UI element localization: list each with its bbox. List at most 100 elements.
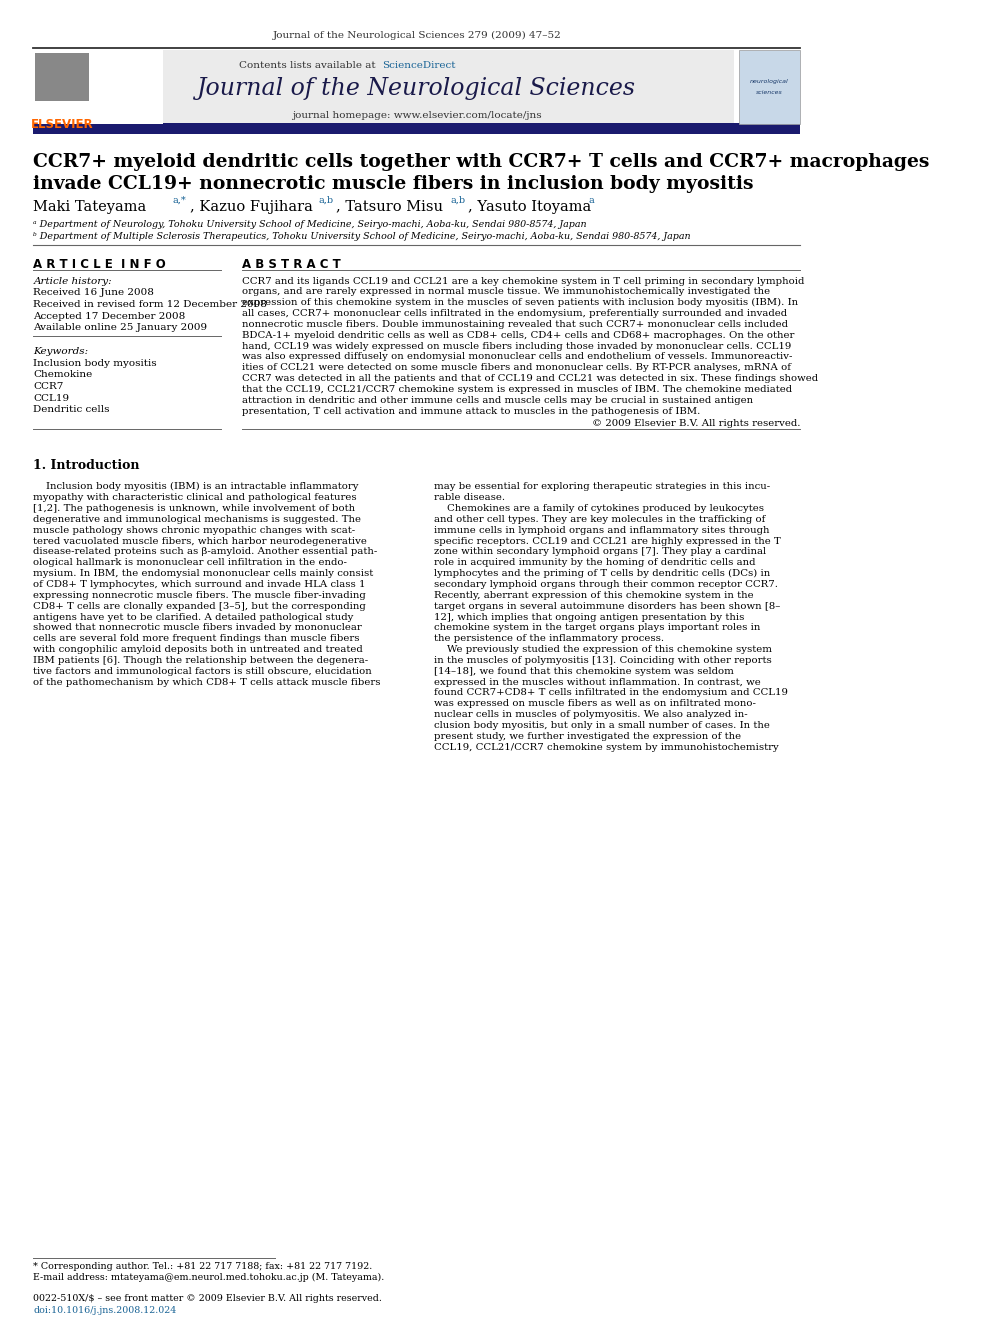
Text: myopathy with characteristic clinical and pathological features: myopathy with characteristic clinical an…: [34, 493, 357, 503]
Text: target organs in several autoimmune disorders has been shown [8–: target organs in several autoimmune diso…: [434, 602, 780, 611]
Text: role in acquired immunity by the homing of dendritic cells and: role in acquired immunity by the homing …: [434, 558, 755, 568]
Text: ScienceDirect: ScienceDirect: [382, 61, 455, 70]
Text: a: a: [588, 196, 594, 205]
Text: Chemokine: Chemokine: [34, 370, 92, 380]
FancyBboxPatch shape: [35, 53, 89, 101]
Text: zone within secondary lymphoid organs [7]. They play a cardinal: zone within secondary lymphoid organs [7…: [434, 548, 766, 557]
Text: a,b: a,b: [450, 196, 465, 205]
Text: Received 16 June 2008: Received 16 June 2008: [34, 288, 154, 298]
Text: in the muscles of polymyositis [13]. Coinciding with other reports: in the muscles of polymyositis [13]. Coi…: [434, 656, 771, 665]
Text: IBM patients [6]. Though the relationship between the degenera-: IBM patients [6]. Though the relationshi…: [34, 656, 368, 665]
Text: CCL19, CCL21/CCR7 chemokine system by immunohistochemistry: CCL19, CCL21/CCR7 chemokine system by im…: [434, 742, 779, 751]
Text: , Kazuo Fujihara: , Kazuo Fujihara: [190, 200, 317, 214]
Text: of the pathomechanism by which CD8+ T cells attack muscle fibers: of the pathomechanism by which CD8+ T ce…: [34, 677, 381, 687]
Text: with congophilic amyloid deposits both in untreated and treated: with congophilic amyloid deposits both i…: [34, 646, 363, 654]
Text: Contents lists available at: Contents lists available at: [239, 61, 379, 70]
Text: immune cells in lymphoid organs and inflammatory sites through: immune cells in lymphoid organs and infl…: [434, 525, 769, 534]
Text: was expressed on muscle fibers as well as on infiltrated mono-: was expressed on muscle fibers as well a…: [434, 700, 755, 708]
Text: expressing nonnecrotic muscle fibers. The muscle fiber-invading: expressing nonnecrotic muscle fibers. Th…: [34, 591, 366, 599]
Text: a,b: a,b: [318, 196, 333, 205]
FancyBboxPatch shape: [34, 50, 163, 124]
Text: Available online 25 January 2009: Available online 25 January 2009: [34, 323, 207, 332]
Text: Journal of the Neurological Sciences 279 (2009) 47–52: Journal of the Neurological Sciences 279…: [273, 30, 561, 40]
Text: 0022-510X/$ – see front matter © 2009 Elsevier B.V. All rights reserved.: 0022-510X/$ – see front matter © 2009 El…: [34, 1294, 382, 1303]
Text: , Yasuto Itoyama: , Yasuto Itoyama: [467, 200, 595, 214]
Text: that the CCL19, CCL21/CCR7 chemokine system is expressed in muscles of IBM. The : that the CCL19, CCL21/CCR7 chemokine sys…: [242, 385, 792, 394]
Text: Chemokines are a family of cytokines produced by leukocytes: Chemokines are a family of cytokines pro…: [434, 504, 764, 513]
Text: * Corresponding author. Tel.: +81 22 717 7188; fax: +81 22 717 7192.: * Corresponding author. Tel.: +81 22 717…: [34, 1262, 373, 1271]
Text: expression of this chemokine system in the muscles of seven patients with inclus: expression of this chemokine system in t…: [242, 298, 798, 307]
Text: tered vacuolated muscle fibers, which harbor neurodegenerative: tered vacuolated muscle fibers, which ha…: [34, 537, 367, 545]
Text: CCL19: CCL19: [34, 394, 69, 402]
Text: invade CCL19+ nonnecrotic muscle fibers in inclusion body myositis: invade CCL19+ nonnecrotic muscle fibers …: [34, 175, 754, 193]
Text: Maki Tateyama: Maki Tateyama: [34, 200, 151, 214]
Text: doi:10.1016/j.jns.2008.12.024: doi:10.1016/j.jns.2008.12.024: [34, 1306, 177, 1315]
Text: specific receptors. CCL19 and CCL21 are highly expressed in the T: specific receptors. CCL19 and CCL21 are …: [434, 537, 781, 545]
Text: ities of CCL21 were detected on some muscle fibers and mononuclear cells. By RT-: ities of CCL21 were detected on some mus…: [242, 364, 791, 372]
Text: Recently, aberrant expression of this chemokine system in the: Recently, aberrant expression of this ch…: [434, 591, 753, 599]
Text: CD8+ T cells are clonally expanded [3–5], but the corresponding: CD8+ T cells are clonally expanded [3–5]…: [34, 602, 366, 611]
Text: CCR7: CCR7: [34, 382, 63, 392]
Text: ELSEVIER: ELSEVIER: [31, 118, 94, 131]
Text: and other cell types. They are key molecules in the trafficking of: and other cell types. They are key molec…: [434, 515, 765, 524]
Text: Inclusion body myositis: Inclusion body myositis: [34, 359, 157, 368]
Text: 1. Introduction: 1. Introduction: [34, 459, 140, 471]
Text: sciences: sciences: [756, 90, 783, 95]
Text: all cases, CCR7+ mononuclear cells infiltrated in the endomysium, preferentially: all cases, CCR7+ mononuclear cells infil…: [242, 310, 787, 318]
Text: expressed in the muscles without inflammation. In contrast, we: expressed in the muscles without inflamm…: [434, 677, 760, 687]
Text: was also expressed diffusely on endomysial mononuclear cells and endothelium of : was also expressed diffusely on endomysi…: [242, 352, 793, 361]
Text: presentation, T cell activation and immune attack to muscles in the pathogenesis: presentation, T cell activation and immu…: [242, 406, 700, 415]
Text: a,*: a,*: [173, 196, 186, 205]
Text: of CD8+ T lymphocytes, which surround and invade HLA class 1: of CD8+ T lymphocytes, which surround an…: [34, 579, 366, 589]
Text: Accepted 17 December 2008: Accepted 17 December 2008: [34, 312, 186, 320]
Text: ological hallmark is mononuclear cell infiltration in the endo-: ological hallmark is mononuclear cell in…: [34, 558, 347, 568]
Text: © 2009 Elsevier B.V. All rights reserved.: © 2009 Elsevier B.V. All rights reserved…: [592, 419, 801, 427]
Text: found CCR7+CD8+ T cells infiltrated in the endomysium and CCL19: found CCR7+CD8+ T cells infiltrated in t…: [434, 688, 788, 697]
Text: hand, CCL19 was widely expressed on muscle fibers including those invaded by mon: hand, CCL19 was widely expressed on musc…: [242, 341, 791, 351]
Text: E-mail address: mtateyama@em.neurol.med.tohoku.ac.jp (M. Tateyama).: E-mail address: mtateyama@em.neurol.med.…: [34, 1273, 385, 1282]
FancyBboxPatch shape: [34, 50, 734, 124]
Text: clusion body myositis, but only in a small number of cases. In the: clusion body myositis, but only in a sma…: [434, 721, 770, 730]
Text: showed that nonnecrotic muscle fibers invaded by mononuclear: showed that nonnecrotic muscle fibers in…: [34, 623, 362, 632]
Text: [14–18], we found that this chemokine system was seldom: [14–18], we found that this chemokine sy…: [434, 667, 733, 676]
Text: A B S T R A C T: A B S T R A C T: [242, 258, 340, 271]
Text: mysium. In IBM, the endomysial mononuclear cells mainly consist: mysium. In IBM, the endomysial mononucle…: [34, 569, 374, 578]
Text: degenerative and immunological mechanisms is suggested. The: degenerative and immunological mechanism…: [34, 515, 361, 524]
Text: tive factors and immunological factors is still obscure, elucidation: tive factors and immunological factors i…: [34, 667, 372, 676]
Text: muscle pathology shows chronic myopathic changes with scat-: muscle pathology shows chronic myopathic…: [34, 525, 355, 534]
FancyBboxPatch shape: [34, 123, 801, 134]
Text: 12], which implies that ongoing antigen presentation by this: 12], which implies that ongoing antigen …: [434, 613, 744, 622]
Text: , Tatsuro Misu: , Tatsuro Misu: [336, 200, 447, 214]
Text: lymphocytes and the priming of T cells by dendritic cells (DCs) in: lymphocytes and the priming of T cells b…: [434, 569, 770, 578]
Text: neurological: neurological: [750, 79, 789, 85]
Text: journal homepage: www.elsevier.com/locate/jns: journal homepage: www.elsevier.com/locat…: [292, 111, 542, 120]
Text: the persistence of the inflammatory process.: the persistence of the inflammatory proc…: [434, 634, 664, 643]
Text: chemokine system in the target organs plays important roles in: chemokine system in the target organs pl…: [434, 623, 760, 632]
Text: Inclusion body myositis (IBM) is an intractable inflammatory: Inclusion body myositis (IBM) is an intr…: [34, 483, 359, 491]
Text: antigens have yet to be clarified. A detailed pathological study: antigens have yet to be clarified. A det…: [34, 613, 354, 622]
Text: We previously studied the expression of this chemokine system: We previously studied the expression of …: [434, 646, 772, 654]
Text: present study, we further investigated the expression of the: present study, we further investigated t…: [434, 732, 741, 741]
Text: Keywords:: Keywords:: [34, 347, 88, 356]
Text: BDCA-1+ myeloid dendritic cells as well as CD8+ cells, CD4+ cells and CD68+ macr: BDCA-1+ myeloid dendritic cells as well …: [242, 331, 795, 340]
Text: CCR7+ myeloid dendritic cells together with CCR7+ T cells and CCR7+ macrophages: CCR7+ myeloid dendritic cells together w…: [34, 153, 930, 172]
Text: Dendritic cells: Dendritic cells: [34, 405, 110, 414]
Text: ᵇ Department of Multiple Sclerosis Therapeutics, Tohoku University School of Med: ᵇ Department of Multiple Sclerosis Thera…: [34, 232, 691, 241]
Text: A R T I C L E  I N F O: A R T I C L E I N F O: [34, 258, 166, 271]
Text: [1,2]. The pathogenesis is unknown, while involvement of both: [1,2]. The pathogenesis is unknown, whil…: [34, 504, 355, 513]
Text: cells are several fold more frequent findings than muscle fibers: cells are several fold more frequent fin…: [34, 634, 360, 643]
Text: Article history:: Article history:: [34, 277, 112, 286]
Text: CCR7 was detected in all the patients and that of CCL19 and CCL21 was detected i: CCR7 was detected in all the patients an…: [242, 374, 817, 384]
Text: Journal of the Neurological Sciences: Journal of the Neurological Sciences: [197, 77, 636, 99]
Text: attraction in dendritic and other immune cells and muscle cells may be crucial i: attraction in dendritic and other immune…: [242, 396, 753, 405]
Text: may be essential for exploring therapeutic strategies in this incu-: may be essential for exploring therapeut…: [434, 483, 770, 491]
Text: organs, and are rarely expressed in normal muscle tissue. We immunohistochemical: organs, and are rarely expressed in norm…: [242, 287, 770, 296]
Text: secondary lymphoid organs through their common receptor CCR7.: secondary lymphoid organs through their …: [434, 579, 778, 589]
Text: disease-related proteins such as β-amyloid. Another essential path-: disease-related proteins such as β-amylo…: [34, 548, 378, 557]
Text: ᵃ Department of Neurology, Tohoku University School of Medicine, Seiryo-machi, A: ᵃ Department of Neurology, Tohoku Univer…: [34, 220, 587, 229]
Text: rable disease.: rable disease.: [434, 493, 505, 503]
Text: Received in revised form 12 December 2008: Received in revised form 12 December 200…: [34, 300, 267, 310]
Text: CCR7 and its ligands CCL19 and CCL21 are a key chemokine system in T cell primin: CCR7 and its ligands CCL19 and CCL21 are…: [242, 277, 805, 286]
Text: nonnecrotic muscle fibers. Double immunostaining revealed that such CCR7+ mononu: nonnecrotic muscle fibers. Double immuno…: [242, 320, 788, 329]
FancyBboxPatch shape: [739, 50, 801, 124]
